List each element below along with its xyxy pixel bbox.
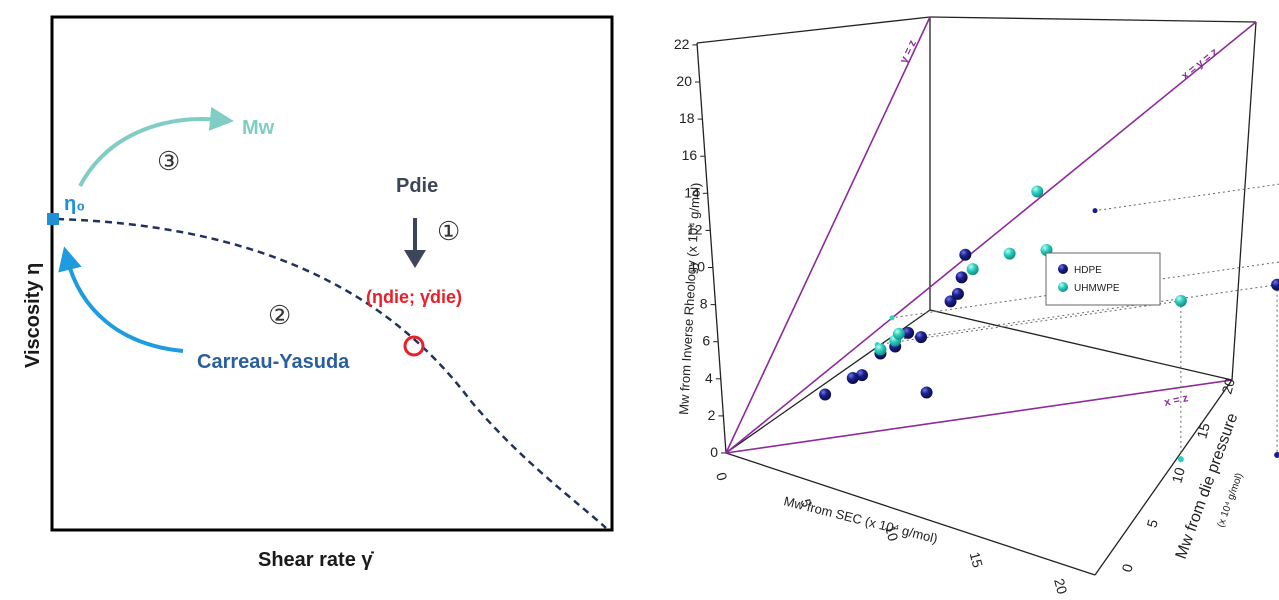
axis-frame <box>1231 21 1257 381</box>
y-tick-label: 8 <box>700 296 708 312</box>
line-y-equals-z <box>725 16 931 454</box>
uhmwpe-point <box>1003 247 1016 260</box>
projected-point <box>1092 208 1098 214</box>
y-tick-label: 6 <box>702 333 710 349</box>
z-tick-label: 10 <box>1168 465 1188 484</box>
carreau-arrow <box>58 246 184 353</box>
label-x-y-z: x = y = z <box>1179 46 1220 83</box>
z-tick-label: 5 <box>1143 517 1161 529</box>
axis-frame <box>696 42 727 454</box>
y-tick-label: 4 <box>705 370 713 386</box>
projected-point <box>889 315 895 321</box>
hdpe-point <box>944 295 957 308</box>
y-tick-label: 10 <box>689 259 705 275</box>
pdie-arrow-head <box>404 250 426 268</box>
projected-point <box>1177 456 1184 463</box>
x-axis-label: Shear rate γ̇ <box>258 549 375 571</box>
hdpe-point <box>902 326 915 339</box>
eta0-label: η₀ <box>64 193 85 215</box>
die-point-label: (ηdie; γ̇die) <box>366 287 462 307</box>
carreau-yasuda-curve <box>56 217 607 529</box>
mw-label: Mw <box>242 117 275 139</box>
z-tick-label: 20 <box>1218 376 1238 395</box>
y-tick-label: 20 <box>676 73 692 89</box>
projection-line <box>897 284 1278 340</box>
eta0-marker <box>47 213 59 225</box>
hdpe-point <box>959 248 972 261</box>
uhmwpe-point <box>1031 185 1044 198</box>
axis-frame <box>1094 379 1233 576</box>
projection-line <box>1094 183 1279 212</box>
line-x-equals-z <box>725 379 1233 454</box>
y-tick-label: 2 <box>708 407 716 423</box>
label-x-equals-z: x = z <box>1163 392 1190 409</box>
projection-line <box>877 300 1181 346</box>
y-tick-label: 14 <box>684 184 700 200</box>
uhmwpe-point <box>874 343 887 356</box>
hdpe-point <box>856 369 868 382</box>
uhmwpe-point <box>1174 294 1187 307</box>
axis-frame <box>696 16 931 44</box>
hdpe-point <box>955 271 968 284</box>
hdpe-point <box>920 386 933 399</box>
x-tick-label: 15 <box>967 550 987 569</box>
x-tick-label: 10 <box>882 524 902 543</box>
y-tick-label: 22 <box>674 36 690 52</box>
projected-point <box>1274 451 1279 458</box>
legend-marker-hdpe <box>1058 264 1068 274</box>
axis-frame <box>929 309 1233 381</box>
y-tick-label: 0 <box>710 444 718 460</box>
x-axis-title-3d: Mw from SEC (x 10⁴ g/mol) <box>782 493 939 546</box>
hdpe-point <box>846 371 859 384</box>
mw-arrow <box>78 106 234 187</box>
y-tick-label: 18 <box>679 110 695 126</box>
step-3-label: ③ <box>157 146 180 176</box>
legend-marker-uhmwpe <box>1058 282 1068 292</box>
y-axis-label: Viscosity η <box>22 263 44 368</box>
step-2-label: ② <box>268 300 291 330</box>
scatter-3d-chart: y = z x = y = z x = z 0 2 4 6 8 10 12 14 16 18 20 2… <box>674 16 1279 596</box>
hdpe-point <box>951 287 964 300</box>
x-tick-label: 5 <box>798 497 816 509</box>
x-tick-label: 20 <box>1051 577 1071 596</box>
hdpe-point <box>1271 278 1279 291</box>
legend-label-uhmwpe: UHMWPE <box>1074 283 1120 294</box>
z-tick-label: 15 <box>1193 421 1213 440</box>
plot-frame <box>50 15 614 532</box>
axis-frame <box>929 16 1257 23</box>
hdpe-point <box>915 331 928 344</box>
legend-label-hdpe: HDPE <box>1074 265 1102 276</box>
uhmwpe-point <box>966 263 979 276</box>
legend-box <box>1045 252 1161 306</box>
hdpe-point <box>819 388 832 401</box>
carreau-label: Carreau-Yasuda <box>197 351 350 373</box>
pdie-label: Pdie <box>396 175 438 197</box>
line-x-y-z <box>725 21 1257 454</box>
axis-frame <box>725 452 1096 576</box>
die-point-marker <box>403 335 425 357</box>
uhmwpe-point <box>892 327 905 340</box>
z-tick-label: 0 <box>1118 562 1136 574</box>
label-y-equals-z: y = z <box>898 38 919 65</box>
y-tick-label: 16 <box>682 147 698 163</box>
x-tick-label: 0 <box>713 471 731 483</box>
step-1-label: ① <box>437 216 460 246</box>
z-axis-unit-3d: (x 10⁴ g/mol) <box>1215 472 1245 529</box>
y-tick-label: 12 <box>687 221 703 237</box>
